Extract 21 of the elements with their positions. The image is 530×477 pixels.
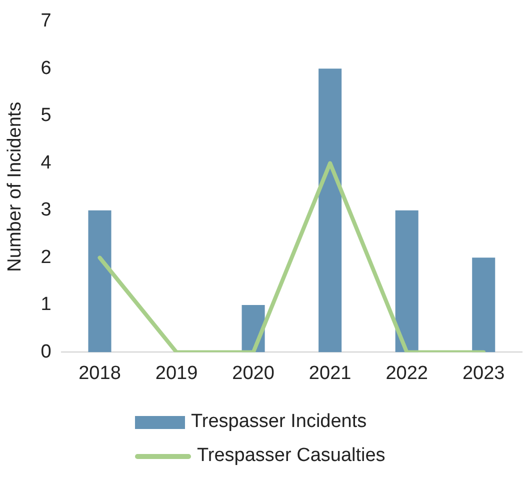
y-axis-title: Number of Incidents <box>4 102 26 272</box>
x-tick-label: 2018 <box>78 362 121 384</box>
y-tick-label: 2 <box>40 246 52 268</box>
legend-label: Trespasser Casualties <box>197 445 386 467</box>
y-tick-label: 5 <box>40 105 52 126</box>
y-tick-label: 0 <box>40 341 52 362</box>
x-tick-label: 2022 <box>386 362 428 384</box>
x-tick-label: 2021 <box>308 362 352 384</box>
bar <box>472 258 496 352</box>
x-tick-label: 2023 <box>462 362 505 384</box>
x-tick-label: 2020 <box>232 362 274 384</box>
y-tick-label: 3 <box>40 200 52 221</box>
y-tick-label: 6 <box>40 58 52 79</box>
y-tick-label: 7 <box>40 10 52 32</box>
bar <box>318 68 342 352</box>
y-tick-label: 4 <box>40 152 52 174</box>
bar <box>395 210 418 352</box>
bar <box>88 210 112 352</box>
y-tick-label: 1 <box>40 294 52 316</box>
legend-label: Trespasser Incidents <box>191 411 367 433</box>
x-tick-label: 2019 <box>155 362 198 384</box>
